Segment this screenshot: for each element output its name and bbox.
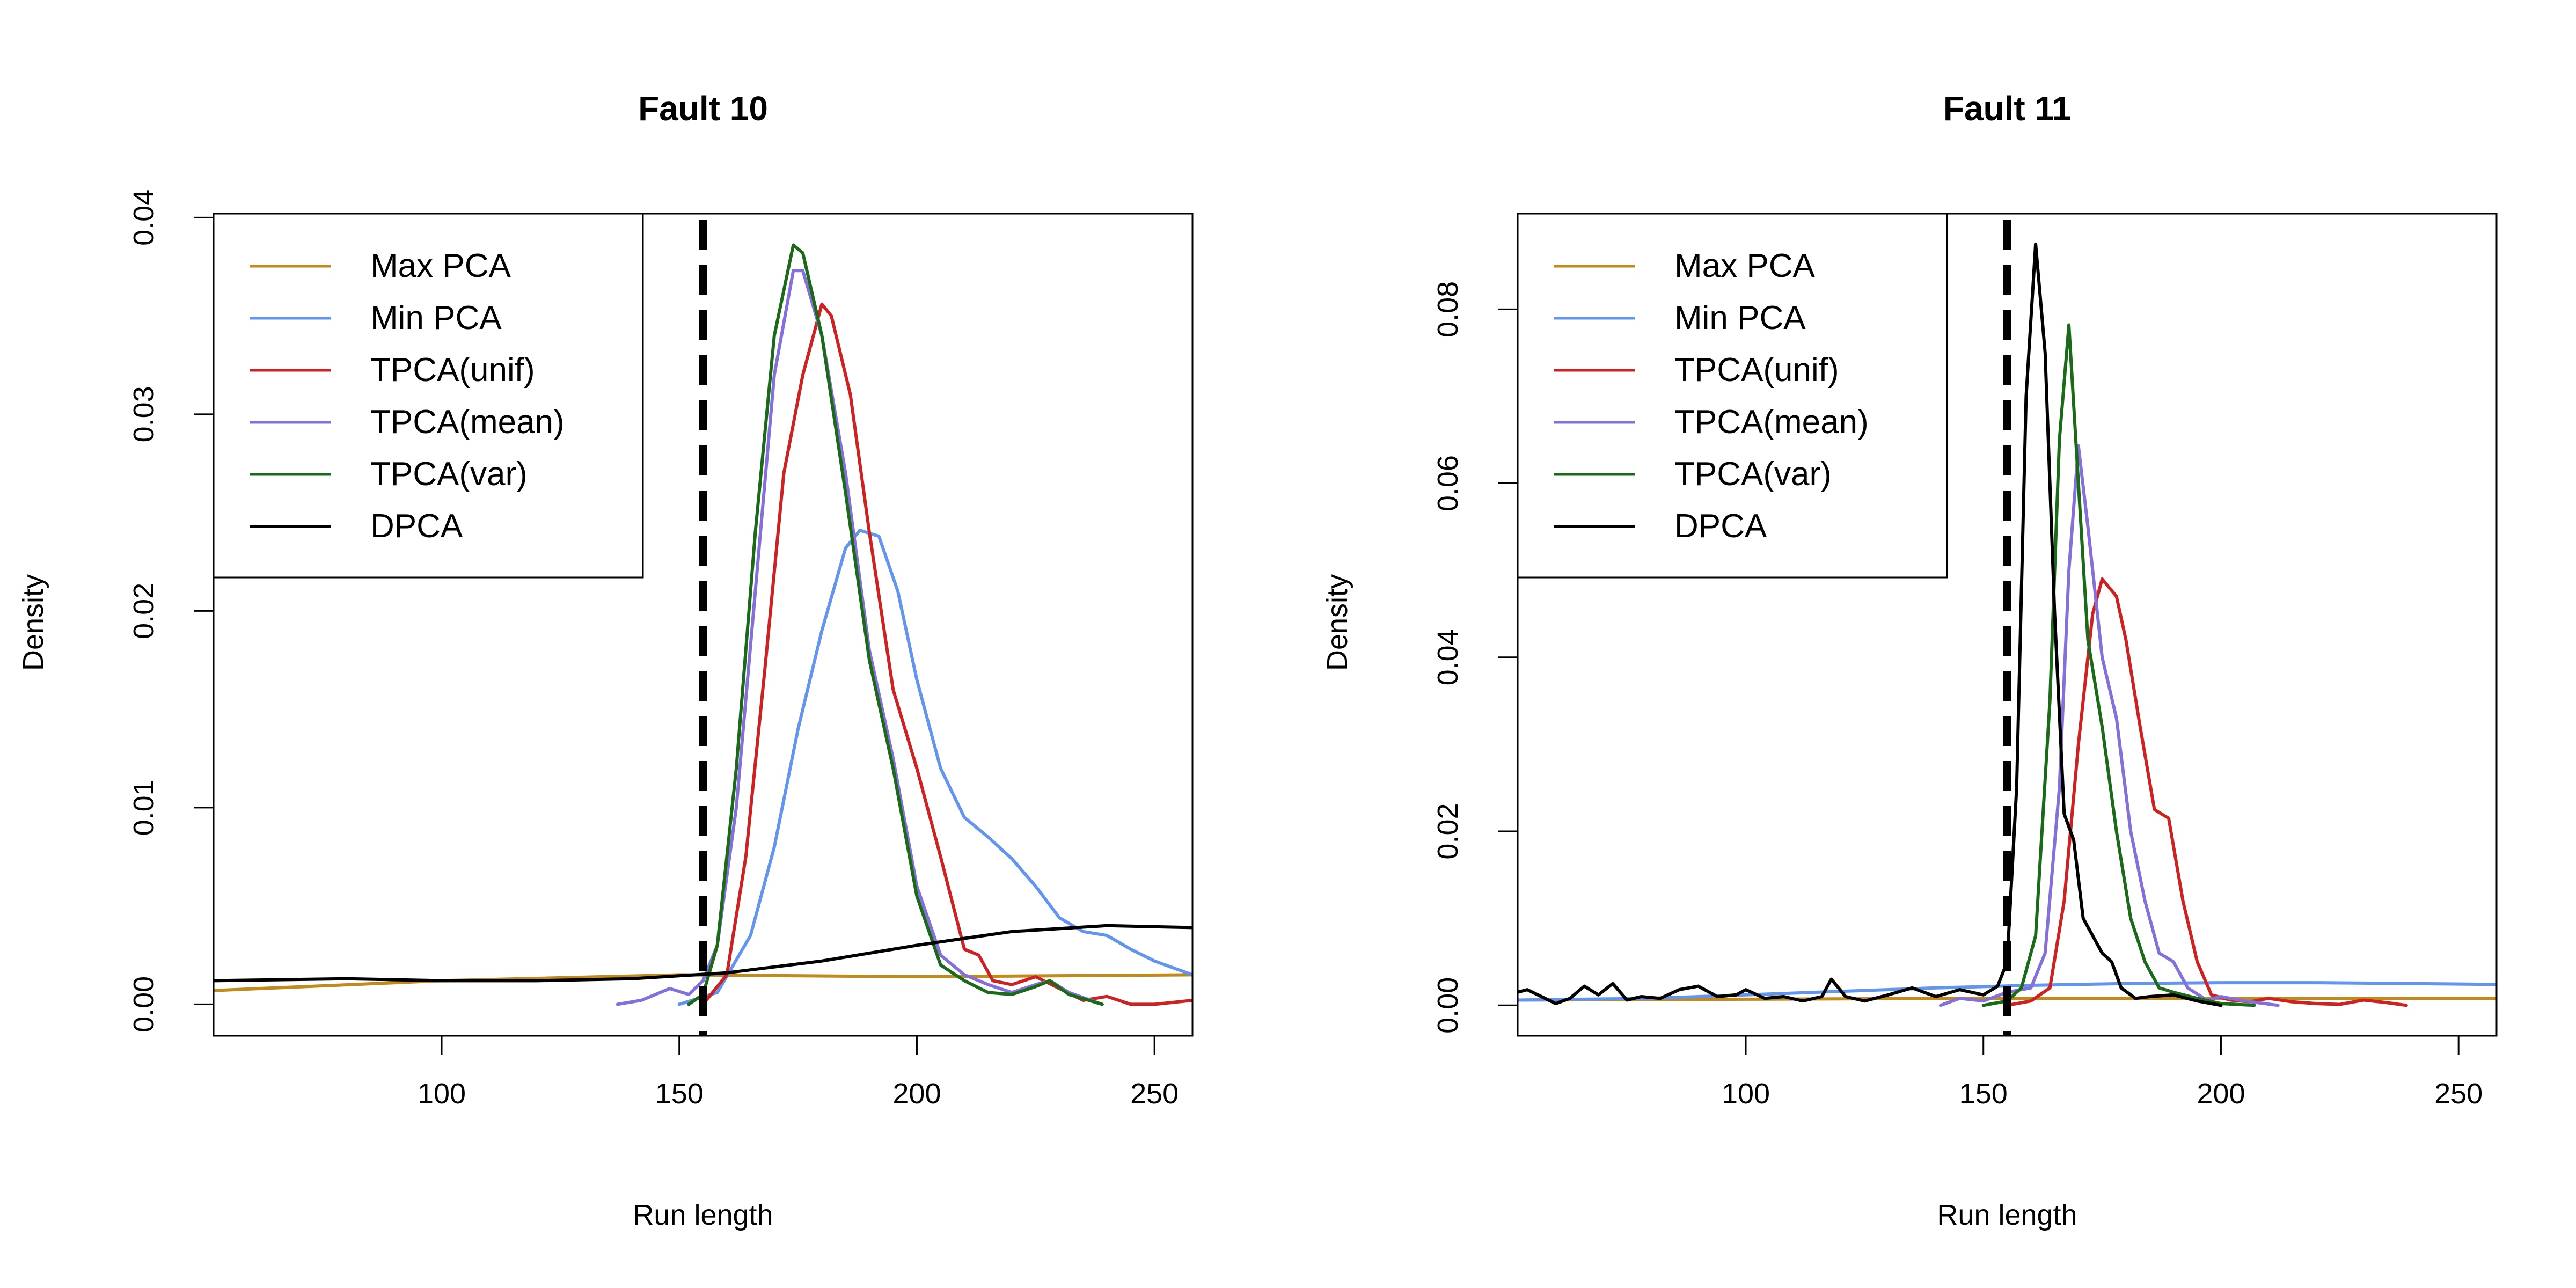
y-tick-label: 0.06 [1432,455,1464,511]
legend-label: TPCA(var) [370,456,528,493]
y-tick-label: 0.00 [1432,977,1464,1034]
y-tick-label: 0.03 [128,386,160,442]
x-tick-label: 200 [892,1078,941,1110]
y-axis-label: Density [17,574,49,671]
legend-label: TPCA(var) [1674,456,1832,493]
legend-label: TPCA(unif) [370,352,535,389]
series-line-min-pca [677,529,1192,1006]
legend-label: Min PCA [370,299,502,336]
legend-label: TPCA(mean) [1674,404,1869,441]
series-line-dpca [1518,242,2223,1007]
legend-label: Min PCA [1674,299,1806,336]
series-line-tpca-var [1981,323,2256,1007]
series-line-tpca-unif [701,302,1192,1006]
chart-title: Fault 10 [638,89,768,128]
x-tick-label: 100 [418,1078,466,1110]
legend-label: DPCA [370,508,463,545]
series-line-dpca [214,924,1192,983]
y-tick-label: 0.08 [1432,281,1464,338]
legend-label: DPCA [1674,508,1767,545]
legend-label: Max PCA [370,247,511,284]
y-tick-label: 0.04 [1432,629,1464,685]
x-tick-label: 150 [655,1078,704,1110]
series-group [214,243,1192,1006]
y-axis-label: Density [1321,574,1353,671]
legend-label: Max PCA [1674,247,1815,284]
legend-label: TPCA(mean) [370,404,565,441]
x-tick-label: 250 [1130,1078,1179,1110]
y-tick-label: 0.04 [128,189,160,246]
legend: Max PCA Min PCA TPCA(unif) TPCA(mean) TPCA(v… [213,213,644,579]
series-group [1518,242,2497,1007]
series-line-tpca-unif [2006,577,2408,1007]
chart-panel-fault-10: Fault 10 Run length Density 100 150 200 250… [17,89,1194,1231]
y-tick-label: 0.02 [1432,803,1464,859]
x-axis-label: Run length [1937,1199,2077,1231]
x-tick-label: 200 [2197,1078,2245,1110]
y-tick-label: 0.00 [128,976,160,1033]
legend: Max PCA Min PCA TPCA(unif) TPCA(mean) TPCA(v… [1517,213,1948,579]
series-line-tpca-mean [616,269,1104,1006]
legend-label: TPCA(unif) [1674,352,1839,389]
x-tick-label: 150 [1959,1078,2008,1110]
y-tick-label: 0.02 [128,583,160,639]
x-tick-label: 100 [1722,1078,1770,1110]
chart-panel-fault-11: Fault 11 Run length Density 100 150 200 250… [1321,89,2498,1231]
chart-title: Fault 11 [1943,89,2071,128]
x-tick-label: 250 [2434,1078,2483,1110]
series-line-tpca-var [687,243,1104,1006]
series-line-tpca-mean [1939,444,2280,1007]
y-tick-label: 0.01 [128,779,160,836]
series-line-max-pca [1518,997,2497,1002]
x-axis-label: Run length [633,1199,773,1231]
